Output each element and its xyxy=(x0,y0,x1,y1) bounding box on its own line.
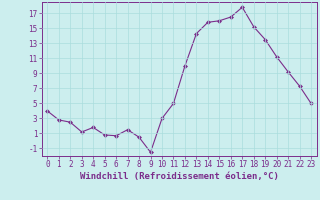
X-axis label: Windchill (Refroidissement éolien,°C): Windchill (Refroidissement éolien,°C) xyxy=(80,172,279,181)
